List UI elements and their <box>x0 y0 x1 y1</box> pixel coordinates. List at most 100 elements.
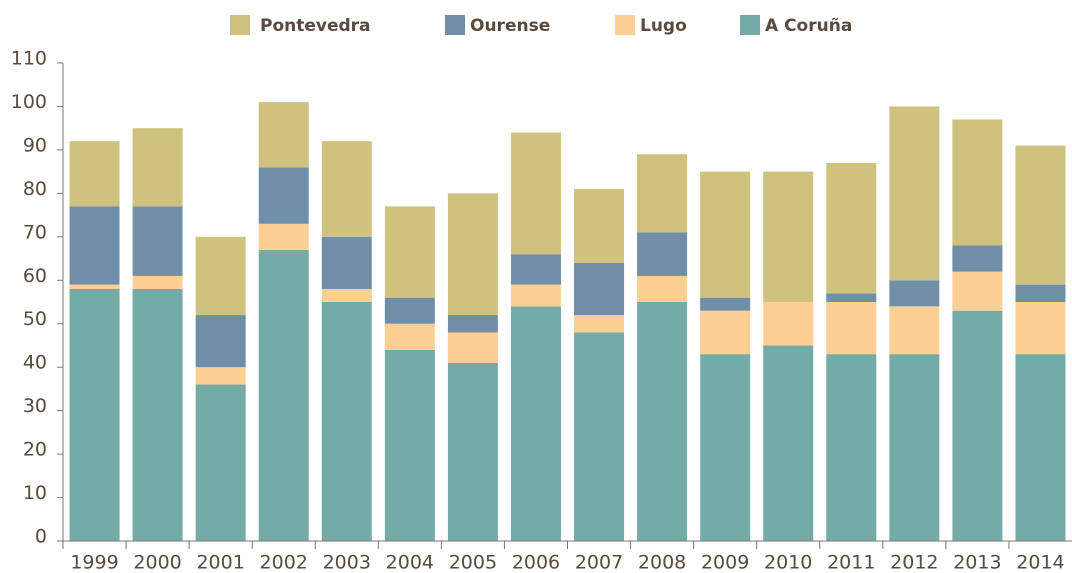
bar-segment <box>132 206 183 276</box>
bar-segment <box>952 271 1003 311</box>
bar-segment <box>321 288 372 302</box>
bar-segment <box>889 106 940 281</box>
x-tick-label: 2006 <box>512 552 560 573</box>
bar-segment <box>763 171 814 302</box>
bar-segment <box>132 128 183 207</box>
x-tick-label: 1999 <box>70 552 118 573</box>
x-tick-label: 2002 <box>260 552 308 573</box>
bar-segment <box>384 206 435 298</box>
bar-segment <box>574 189 625 263</box>
x-tick-label: 2007 <box>575 552 623 573</box>
bar-segment <box>258 249 309 541</box>
y-tick-label: 70 <box>23 221 47 243</box>
bar-segment <box>447 193 498 316</box>
bar-segment <box>700 297 751 311</box>
bar-segment <box>447 332 498 363</box>
bar-segment <box>826 162 877 294</box>
bar-segment <box>510 284 561 307</box>
bar-segment <box>1015 302 1066 355</box>
y-tick-label: 30 <box>23 395 47 417</box>
bar-segment <box>384 323 435 350</box>
bar-segment <box>321 141 372 237</box>
legend-swatch <box>230 15 250 35</box>
bar-segment <box>637 275 688 302</box>
x-tick-label: 2008 <box>638 552 686 573</box>
bar-segment <box>195 367 246 385</box>
bar-segment <box>826 293 877 302</box>
bar-segment <box>510 132 561 255</box>
bar-segment <box>258 223 309 250</box>
bar-segment <box>763 302 814 346</box>
bar-segment <box>195 236 246 316</box>
legend-swatch <box>740 15 760 35</box>
y-tick-label: 10 <box>23 482 47 504</box>
bar-segment <box>321 302 372 541</box>
bar-segment <box>510 254 561 285</box>
bar-segment <box>637 232 688 276</box>
legend-label: A Coruña <box>765 16 852 36</box>
bar-segment <box>258 102 309 168</box>
bar-segment <box>574 262 625 316</box>
bar-segment <box>574 332 625 541</box>
y-tick-label: 80 <box>23 178 47 200</box>
y-tick-label: 110 <box>11 48 47 70</box>
x-tick-label: 2012 <box>890 552 938 573</box>
bar-segment <box>69 288 120 541</box>
x-tick-label: 2005 <box>449 552 497 573</box>
bar-segment <box>826 354 877 541</box>
bar-segment <box>574 315 625 333</box>
bar-segment <box>384 297 435 324</box>
legend-label: Pontevedra <box>260 16 371 36</box>
x-tick-label: 2004 <box>386 552 434 573</box>
bar-segment <box>700 310 751 355</box>
y-tick-label: 0 <box>35 526 47 548</box>
y-tick-label: 50 <box>23 308 47 330</box>
bar-segment <box>195 315 246 368</box>
bar-segment <box>637 302 688 541</box>
y-tick-label: 100 <box>11 91 47 113</box>
bar-segment <box>889 354 940 541</box>
bar-segment <box>195 384 246 541</box>
legend-label: Ourense <box>470 16 550 36</box>
bar-segment <box>447 315 498 333</box>
x-tick-label: 2000 <box>133 552 181 573</box>
bar-segment <box>132 288 183 541</box>
x-tick-label: 2010 <box>764 552 812 573</box>
bar-segment <box>826 302 877 355</box>
bar-segment <box>1015 284 1066 302</box>
bar-segment <box>69 284 120 289</box>
y-tick-label: 40 <box>23 352 47 374</box>
bar-segment <box>510 306 561 541</box>
x-tick-label: 2014 <box>1016 552 1064 573</box>
legend-swatch <box>615 15 635 35</box>
x-tick-label: 2001 <box>196 552 244 573</box>
x-tick-label: 2009 <box>701 552 749 573</box>
bar-segment <box>952 245 1003 272</box>
bar-segment <box>700 171 751 298</box>
bar-segment <box>952 119 1003 246</box>
bar-segment <box>889 280 940 307</box>
y-tick-label: 20 <box>23 439 47 461</box>
y-tick-label: 60 <box>23 265 47 287</box>
bar-segment <box>763 345 814 541</box>
bar-segment <box>889 306 940 355</box>
bar-segment <box>132 275 183 289</box>
bar-segment <box>1015 145 1066 285</box>
x-tick-label: 2003 <box>323 552 371 573</box>
bar-segment <box>1015 354 1066 541</box>
bar-segment <box>637 154 688 233</box>
bar-segment <box>69 206 120 285</box>
legend-swatch <box>445 15 465 35</box>
bar-segment <box>258 167 309 224</box>
bar-segment <box>69 141 120 207</box>
y-tick-label: 90 <box>23 134 47 156</box>
bar-segment <box>700 354 751 541</box>
bar-segment <box>384 349 435 541</box>
x-tick-label: 2011 <box>827 552 875 573</box>
bar-segment <box>321 236 372 289</box>
x-tick-label: 2013 <box>953 552 1001 573</box>
legend-label: Lugo <box>640 16 687 36</box>
bar-segment <box>952 310 1003 541</box>
bar-segment <box>447 362 498 541</box>
